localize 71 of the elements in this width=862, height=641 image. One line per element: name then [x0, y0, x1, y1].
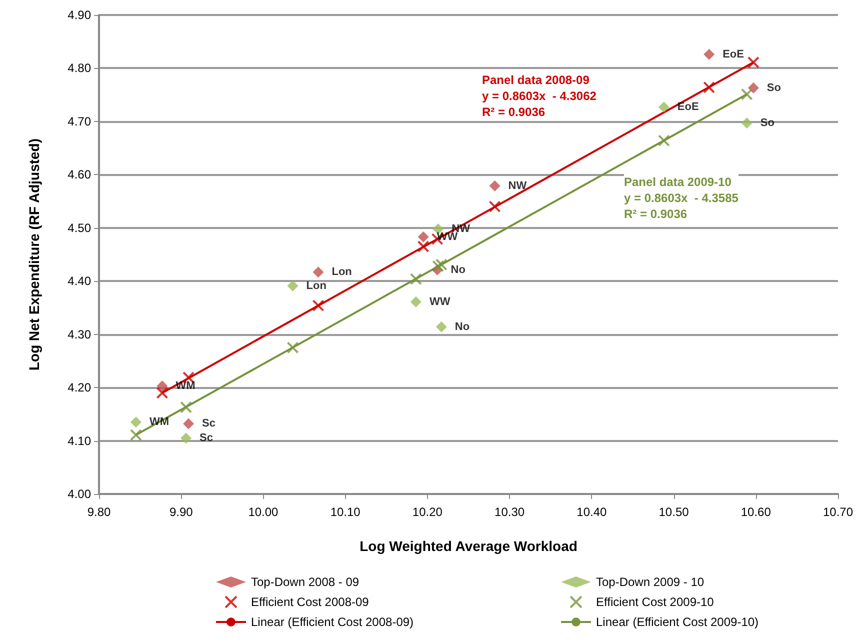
y-tick-label: 4.00: [68, 487, 92, 501]
point: [312, 300, 324, 312]
y-tick-label: 4.70: [68, 114, 92, 128]
legend-label: Efficient Cost 2008-09: [251, 595, 370, 609]
y-tick-label: 4.90: [68, 8, 92, 22]
y-tick-label: 4.80: [68, 61, 92, 76]
point: [436, 321, 447, 332]
y-tick-label: 4.40: [68, 274, 92, 288]
data-label: Sc: [202, 418, 216, 430]
y-axis-title: Log Net Expenditure (RF Adjusted): [26, 138, 42, 371]
point: [418, 231, 429, 242]
point: [432, 260, 444, 272]
x-axis-title: Log Weighted Average Workload: [360, 538, 578, 554]
x-tick-label: 10.00: [248, 505, 279, 519]
legend-label: Efficient Cost 2009-10: [596, 595, 714, 609]
point: [287, 280, 298, 292]
point: [130, 428, 142, 441]
point: [748, 82, 759, 94]
legend-label: Linear (Efficient Cost 2009-10): [596, 615, 759, 629]
data-label: WM: [176, 380, 196, 392]
point: [410, 272, 422, 285]
annotation: Panel data 2008-09 y = 0.8603x - 4.3062 R² = 0.9036: [482, 73, 597, 119]
x-tick-label: 9.80: [87, 505, 111, 519]
x-tick-label: 10.40: [576, 505, 608, 519]
point: [658, 134, 670, 147]
data-label: NW: [508, 180, 528, 192]
point: [183, 418, 194, 430]
point: [435, 258, 448, 271]
y-tick-label: 4.30: [68, 327, 92, 342]
y-tick-label: 4.20: [68, 380, 92, 395]
x-tick-label: 10.60: [740, 505, 772, 519]
point: [747, 56, 760, 68]
legend-label: Linear (Efficient Cost 2008-09): [251, 615, 414, 629]
x-tick-label: 10.70: [822, 505, 854, 519]
data-label: So: [766, 82, 782, 94]
data-label: Lon: [332, 266, 352, 278]
x-tick-label: 9.90: [169, 505, 194, 519]
x-tick-label: 10.20: [412, 505, 443, 519]
legend-label: Top-Down 2008 - 09: [251, 575, 360, 589]
data-label: Lon: [306, 280, 327, 292]
point: [156, 386, 168, 399]
point: [658, 102, 670, 113]
legend-label: Top-Down 2009 - 10: [596, 575, 704, 589]
point: [488, 200, 501, 213]
data-label: WW: [429, 296, 451, 308]
annotation: Panel data 2009-10 y = 0.8603x - 4.3585 R² = 0.9036: [624, 175, 739, 221]
data-label: No: [454, 320, 470, 333]
point: [156, 380, 168, 392]
point: [703, 81, 716, 94]
point: [489, 180, 500, 192]
data-label: Sc: [200, 432, 214, 444]
point: [704, 48, 715, 60]
x-tick-label: 10.10: [330, 505, 361, 519]
data-label: So: [760, 117, 775, 130]
x-tick-label: 10.50: [658, 505, 690, 519]
point: [180, 401, 192, 414]
point: [130, 416, 142, 428]
point: [180, 432, 192, 444]
point: [410, 296, 422, 308]
data-label: EoE: [722, 48, 744, 60]
data-label: No: [450, 264, 466, 276]
point: [741, 118, 752, 129]
point: [740, 88, 753, 100]
point: [312, 266, 324, 278]
data-label: EoE: [677, 101, 699, 114]
point: [417, 240, 430, 253]
y-tick-label: 4.10: [68, 434, 92, 448]
y-tick-label: 4.60: [68, 168, 92, 182]
y-tick-label: 4.50: [68, 220, 92, 235]
point: [286, 342, 299, 354]
x-tick-label: 10.30: [494, 505, 525, 519]
